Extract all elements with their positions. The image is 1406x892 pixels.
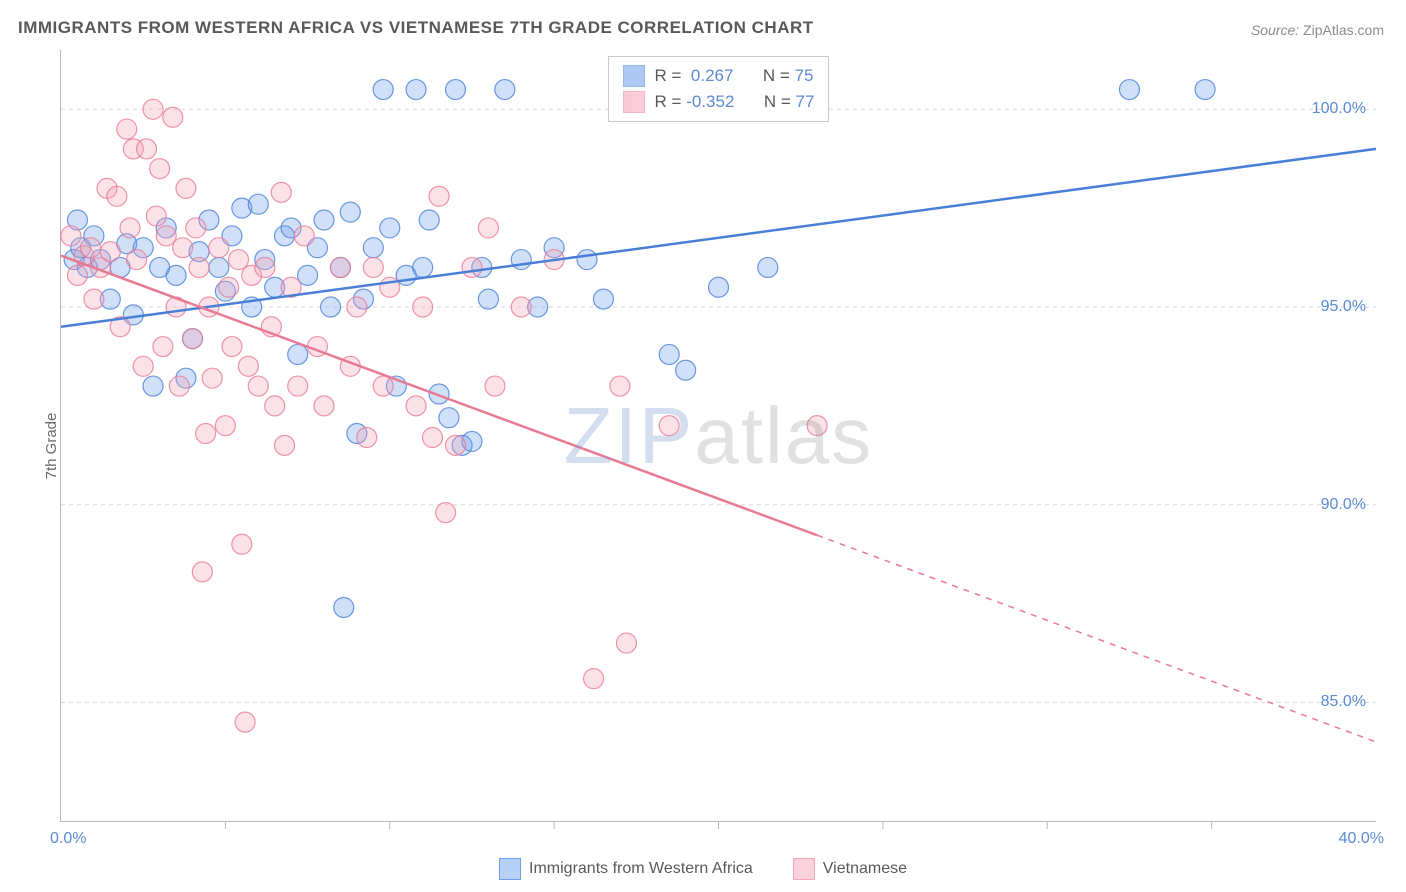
- y-tick-label: 100.0%: [1312, 100, 1366, 118]
- plot-svg: [61, 50, 1376, 821]
- source-attribution: Source: ZipAtlas.com: [1251, 22, 1384, 38]
- x-tick-min: 0.0%: [50, 830, 86, 848]
- r-label-1: R =: [655, 66, 682, 85]
- n-value-2: 77: [796, 92, 815, 111]
- legend-swatch-series2: [793, 858, 815, 880]
- series-legend: Immigrants from Western Africa Vietnames…: [499, 858, 907, 880]
- source-label: Source:: [1251, 22, 1299, 38]
- n-label-2: N =: [764, 92, 791, 111]
- legend-item-series1: Immigrants from Western Africa: [499, 858, 753, 880]
- legend-swatch-series1: [499, 858, 521, 880]
- y-axis-label: 7th Grade: [43, 413, 60, 480]
- source-value: ZipAtlas.com: [1303, 22, 1384, 38]
- legend-item-series2: Vietnamese: [793, 858, 907, 880]
- stats-row-series1: R = 0.267 N = 75: [623, 63, 815, 89]
- swatch-series2: [623, 91, 645, 113]
- chart-title: IMMIGRANTS FROM WESTERN AFRICA VS VIETNA…: [18, 18, 814, 38]
- n-label-1: N =: [763, 66, 790, 85]
- r-label-2: R =: [655, 92, 682, 111]
- chart-container: IMMIGRANTS FROM WESTERN AFRICA VS VIETNA…: [0, 0, 1406, 892]
- plot-area: ZIPatlas R = 0.267 N = 75 R = -0.352 N =…: [60, 50, 1376, 822]
- x-tick-max: 40.0%: [1339, 830, 1384, 848]
- y-tick-label: 90.0%: [1321, 496, 1366, 514]
- swatch-series1: [623, 65, 645, 87]
- r-value-1: 0.267: [691, 66, 734, 85]
- stats-row-series2: R = -0.352 N = 77: [623, 89, 815, 115]
- r-value-2: -0.352: [686, 92, 734, 111]
- y-tick-label: 85.0%: [1321, 693, 1366, 711]
- legend-label-series1: Immigrants from Western Africa: [529, 860, 753, 878]
- stats-legend: R = 0.267 N = 75 R = -0.352 N = 77: [608, 56, 830, 122]
- n-value-1: 75: [795, 66, 814, 85]
- legend-label-series2: Vietnamese: [823, 860, 907, 878]
- y-tick-label: 95.0%: [1321, 298, 1366, 316]
